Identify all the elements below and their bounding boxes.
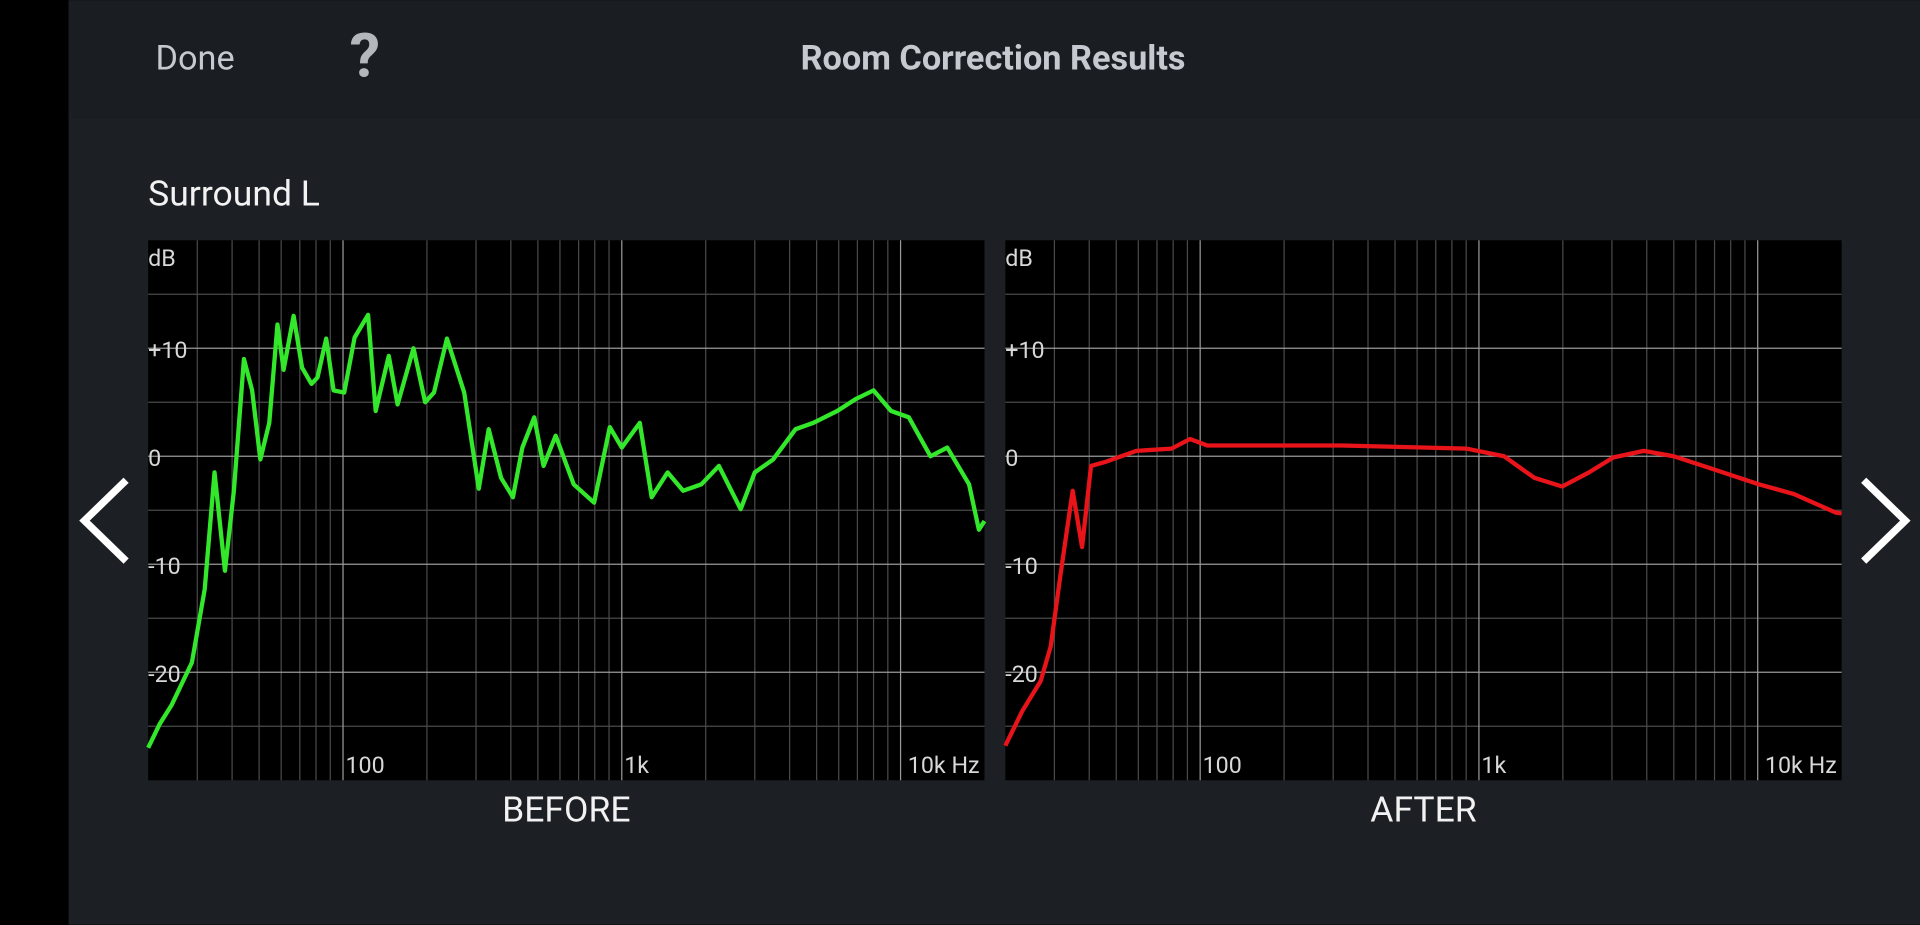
x-tick-label: 1k — [624, 751, 649, 779]
y-tick-label: -20 — [1005, 660, 1038, 688]
help-button[interactable]: ? — [350, 19, 380, 91]
y-tick-label: 0 — [1005, 444, 1018, 472]
y-axis-label: dB — [148, 244, 176, 272]
y-tick-label: +10 — [1005, 336, 1044, 364]
chart-title: BEFORE — [502, 788, 630, 830]
x-tick-label: 100 — [345, 751, 384, 779]
header-bar — [68, 0, 1920, 118]
x-tick-label: 10k Hz — [908, 751, 980, 779]
y-tick-label: 0 — [148, 444, 161, 472]
response-line — [146, 312, 987, 749]
next-arrow[interactable] — [1861, 477, 1911, 564]
y-axis-label: dB — [1005, 244, 1033, 272]
response-line — [1003, 436, 1842, 747]
x-tick-label: 1k — [1481, 751, 1506, 779]
y-tick-label: -10 — [148, 552, 181, 580]
y-tick-label: -10 — [1005, 552, 1038, 580]
y-tick-label: +10 — [148, 336, 187, 364]
done-button[interactable]: Done — [156, 38, 235, 78]
channel-name: Surround L — [148, 173, 320, 215]
x-tick-label: 10k Hz — [1765, 751, 1837, 779]
x-tick-label: 100 — [1203, 751, 1242, 779]
y-tick-label: -20 — [148, 660, 181, 688]
prev-arrow[interactable] — [79, 477, 129, 564]
chart-title: AFTER — [1370, 788, 1476, 830]
screen-title: Room Correction Results — [801, 38, 1186, 78]
